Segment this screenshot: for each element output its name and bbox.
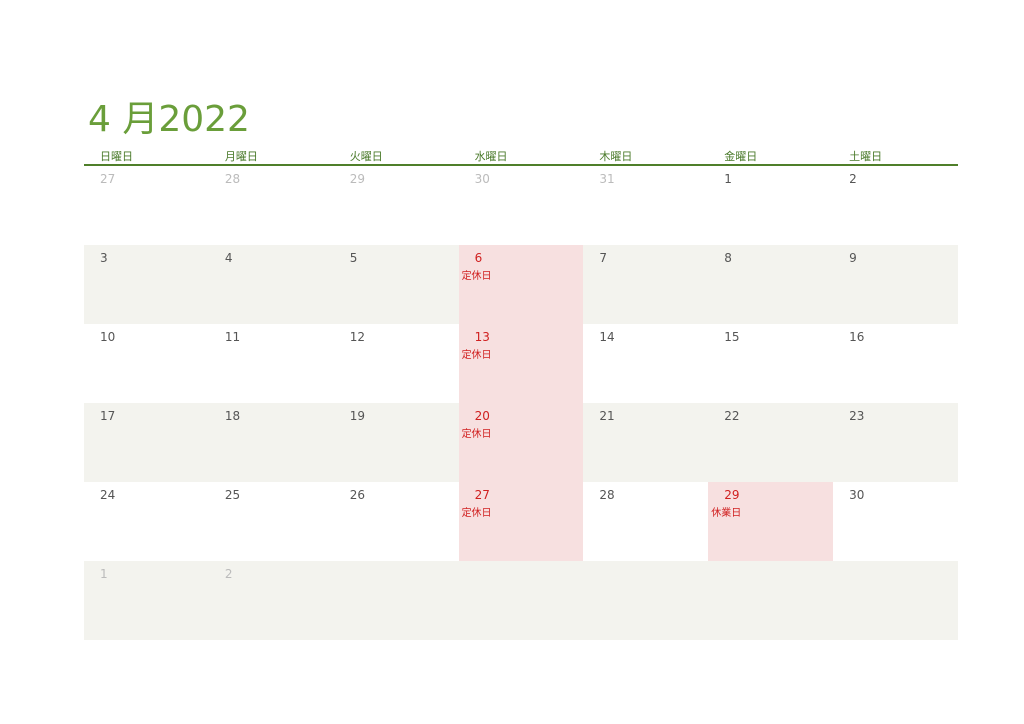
day-cell: 16 (833, 324, 958, 403)
day-cell: 28 (209, 166, 334, 245)
day-number: 15 (724, 330, 740, 344)
day-cell: 27 (84, 166, 209, 245)
day-number: 1 (724, 172, 732, 186)
day-number: 1 (100, 567, 108, 581)
day-number: 17 (100, 409, 116, 423)
day-cell: 12 (334, 324, 459, 403)
day-cell: 28 (583, 482, 708, 561)
day-note: 定休日 (461, 508, 492, 519)
day-number: 18 (224, 409, 241, 423)
day-number: 30 (849, 488, 865, 502)
day-cell: 26 (334, 482, 459, 561)
day-note: 定休日 (461, 271, 492, 282)
day-cell: 8 (708, 245, 833, 324)
day-number: 21 (599, 409, 615, 423)
day-cell: 31 (583, 166, 708, 245)
day-number: 12 (349, 330, 365, 344)
day-cell: 29 (334, 166, 459, 245)
day-number: 27 (474, 488, 490, 502)
day-note: 定休日 (461, 350, 492, 361)
day-cell: 7 (583, 245, 708, 324)
weekday-label: 日曜日 (100, 150, 133, 163)
day-cell: 4 (209, 245, 334, 324)
day-number: 3 (100, 251, 108, 265)
day-number: 25 (224, 488, 241, 502)
day-number: 7 (599, 251, 608, 265)
day-cell: 9 (833, 245, 958, 324)
day-number: 13 (474, 330, 490, 344)
weekday-label: 水曜日 (474, 150, 508, 163)
day-number: 2 (849, 172, 857, 186)
day-cell: 14 (583, 324, 708, 403)
day-cell: 10 (84, 324, 209, 403)
day-number: 28 (224, 172, 241, 186)
day-note: 休業日 (711, 508, 742, 519)
day-number: 30 (474, 172, 490, 186)
day-number: 24 (100, 488, 116, 502)
day-cell: 29 休業日 (708, 482, 834, 561)
day-cell: 24 (84, 482, 209, 561)
day-cell: 18 (209, 403, 334, 482)
week-row: 10 11 12 13 定休日 14 15 16 (84, 324, 958, 403)
day-cell: 15 (708, 324, 833, 403)
day-cell: 1 (84, 561, 209, 640)
weekday-label: 月曜日 (224, 150, 258, 163)
day-cell: 17 (84, 403, 209, 482)
day-cell: 6 定休日 (458, 245, 584, 324)
day-cell: 27 定休日 (458, 482, 584, 561)
day-number: 29 (349, 172, 365, 186)
day-number: 10 (100, 330, 116, 344)
day-cell: 30 (459, 166, 584, 245)
day-number: 2 (224, 567, 233, 581)
day-number: 14 (599, 330, 615, 344)
day-number: 11 (224, 330, 241, 344)
day-cell: 22 (708, 403, 833, 482)
day-cell: 20 定休日 (458, 403, 584, 482)
day-number: 29 (724, 488, 740, 502)
day-number: 9 (849, 251, 857, 265)
header-rule (84, 164, 958, 166)
day-number: 27 (100, 172, 116, 186)
day-number: 28 (599, 488, 615, 502)
day-cell: 19 (334, 403, 459, 482)
day-number: 4 (224, 251, 233, 265)
day-cell: 23 (833, 403, 958, 482)
day-number: 22 (724, 409, 740, 423)
day-number: 5 (349, 251, 358, 265)
day-number: 26 (349, 488, 365, 502)
week-row: 3 4 5 6 定休日 7 8 9 (84, 245, 958, 324)
day-number: 6 (474, 251, 483, 265)
day-cell: 30 (833, 482, 958, 561)
title: 4 月2022 (88, 99, 250, 140)
day-cell: 21 (583, 403, 708, 482)
day-number: 19 (349, 409, 365, 423)
day-cell: 25 (209, 482, 334, 561)
day-cell: 2 (833, 166, 958, 245)
day-number: 20 (474, 409, 490, 423)
day-number: 23 (849, 409, 865, 423)
weekday-label: 木曜日 (599, 150, 633, 163)
week-row: 24 25 26 27 定休日 28 29 休業日 30 (84, 482, 958, 561)
day-note: 定休日 (461, 429, 492, 440)
day-cell: 1 (708, 166, 833, 245)
weekday-label: 火曜日 (349, 150, 383, 163)
day-cell: 2 (209, 561, 334, 640)
day-number: 8 (724, 251, 732, 265)
weekday-label: 土曜日 (849, 150, 883, 163)
day-cell: 13 定休日 (458, 324, 584, 403)
day-number: 31 (599, 172, 615, 186)
day-cell: 3 (84, 245, 209, 324)
weekday-label: 金曜日 (724, 150, 758, 163)
day-cell: 5 (334, 245, 459, 324)
day-number: 16 (849, 330, 865, 344)
week-row: 27 28 29 30 31 1 2 (84, 166, 958, 245)
day-cell: 11 (209, 324, 334, 403)
week-row: 17 18 19 20 定休日 21 22 23 (84, 403, 958, 482)
